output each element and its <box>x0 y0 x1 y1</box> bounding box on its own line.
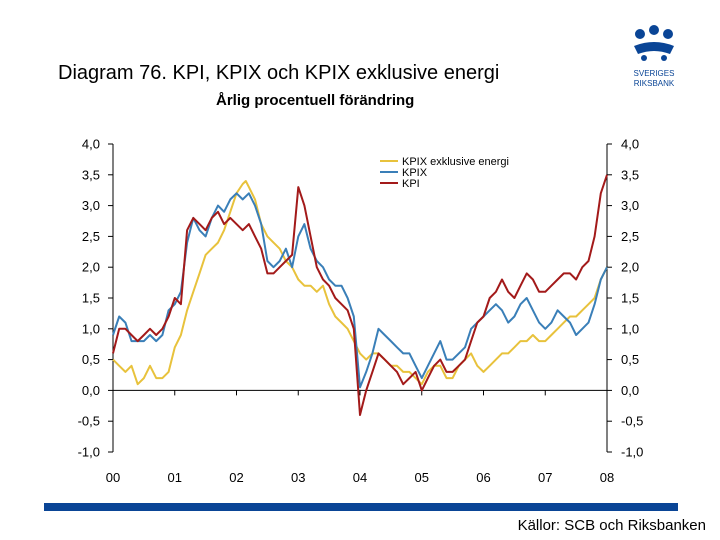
logo-text-line1: SVERIGES <box>634 69 675 78</box>
y-tick-label-right: -1,0 <box>621 445 643 460</box>
x-tick-label: 07 <box>538 470 552 485</box>
series-line-kpix <box>112 192 608 389</box>
y-tick-label-left: 4,0 <box>82 137 100 152</box>
x-tick-label: 01 <box>168 470 182 485</box>
y-tick-label-left: 2,5 <box>82 229 100 244</box>
y-tick-label-left: 1,5 <box>82 291 100 306</box>
legend-label: KPIX exklusive energi <box>402 156 509 168</box>
x-tick-label: 03 <box>291 470 305 485</box>
x-tick-label: 05 <box>415 470 429 485</box>
crown-icon <box>635 29 645 39</box>
series-line-kpix-exklusive-energi <box>112 180 608 386</box>
y-tick-label-left: 3,5 <box>82 167 100 182</box>
logo-text-line2: RIKSBANK <box>634 79 675 88</box>
y-tick-label-right: 3,0 <box>621 198 639 213</box>
x-tick-label: 02 <box>229 470 243 485</box>
y-tick-label-left: 0,5 <box>82 352 100 367</box>
line-chart: 4,0 4,0 3,5 3,5 3,0 3,0 2,5 2,5 2,0 2,0 1,5 1,5 1,0 1… <box>78 137 644 486</box>
x-tick-label: 04 <box>353 470 367 485</box>
crown-icon <box>663 29 673 39</box>
y-tick-label-left: -1,0 <box>78 445 100 460</box>
legend-label: KPI <box>402 178 420 190</box>
source-note: Källor: SCB och Riksbanken <box>517 517 706 534</box>
chart-series-layer <box>112 174 608 416</box>
chart-title: Diagram 76. KPI, KPIX och KPIX exklusive… <box>58 62 500 84</box>
legend-label: KPIX <box>402 167 428 179</box>
y-tick-label-right: 2,5 <box>621 229 639 244</box>
y-tick-label-right: -0,5 <box>621 414 643 429</box>
y-tick-label-left: 3,0 <box>82 198 100 213</box>
x-tick-label: 06 <box>476 470 490 485</box>
chart-axes: 4,0 4,0 3,5 3,5 3,0 3,0 2,5 2,5 2,0 2,0 1,5 1,5 1,0 1… <box>78 137 644 486</box>
y-tick-label-right: 0,5 <box>621 352 639 367</box>
x-tick-label: 08 <box>600 470 614 485</box>
sveriges-riksbank-logo: SVERIGES RIKSBANK <box>634 25 675 88</box>
crown-icon <box>649 25 659 35</box>
y-tick-label-right: 0,0 <box>621 383 639 398</box>
y-tick-label-left: 0,0 <box>82 383 100 398</box>
y-tick-label-right: 2,0 <box>621 260 639 275</box>
y-tick-label-left: -0,5 <box>78 414 100 429</box>
y-tick-label-right: 3,5 <box>621 167 639 182</box>
y-tick-label-left: 2,0 <box>82 260 100 275</box>
footer-bar <box>44 503 678 511</box>
y-tick-label-right: 1,0 <box>621 321 639 336</box>
y-tick-label-right: 4,0 <box>621 137 639 152</box>
series-line-kpi <box>112 174 608 416</box>
x-tick-label: 00 <box>106 470 120 485</box>
chart-subtitle: Årlig procentuell förändring <box>216 92 415 109</box>
y-tick-label-left: 1,0 <box>82 321 100 336</box>
y-tick-label-right: 1,5 <box>621 291 639 306</box>
emblem-icon <box>634 42 674 54</box>
